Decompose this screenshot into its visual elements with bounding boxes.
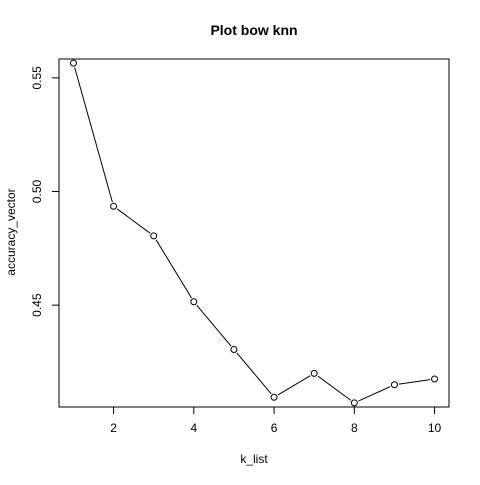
- x-axis-label: k_list: [240, 452, 268, 466]
- data-point: [390, 381, 398, 389]
- series-line-segment: [398, 379, 431, 385]
- y-tick-label: 0.45: [30, 293, 44, 317]
- y-tick-label: 0.55: [30, 66, 44, 90]
- series-line-segment: [358, 386, 391, 402]
- x-tick-label: 6: [271, 421, 278, 435]
- data-point: [270, 393, 278, 401]
- x-tick-label: 2: [110, 421, 117, 435]
- series-line-segment: [236, 352, 272, 395]
- plot-box: [58, 58, 450, 408]
- data-point: [230, 345, 238, 353]
- data-point: [310, 369, 318, 377]
- x-tick-label: 4: [190, 421, 197, 435]
- series-line-segment: [74, 67, 113, 203]
- series-line-segment: [277, 375, 311, 396]
- chart-title: Plot bow knn: [210, 22, 297, 38]
- series-line-segment: [155, 239, 192, 299]
- data-point: [190, 298, 198, 306]
- y-axis-label: accuracy_vector: [4, 188, 18, 275]
- x-tick-label: 10: [428, 421, 442, 435]
- data-point: [110, 202, 118, 210]
- x-axis: 2 4 6 8 10: [110, 406, 442, 435]
- series-line-segment: [317, 375, 351, 401]
- x-tick-label: 8: [351, 421, 358, 435]
- series-line-segment: [196, 304, 232, 347]
- data-point: [350, 399, 358, 407]
- series-line-segment: [116, 208, 151, 234]
- y-axis: 0.45 0.50 0.55: [30, 66, 60, 317]
- data-point: [69, 59, 77, 67]
- data-series: [69, 59, 439, 407]
- data-point: [431, 375, 439, 383]
- data-point: [150, 232, 158, 240]
- y-tick-label: 0.50: [30, 180, 44, 204]
